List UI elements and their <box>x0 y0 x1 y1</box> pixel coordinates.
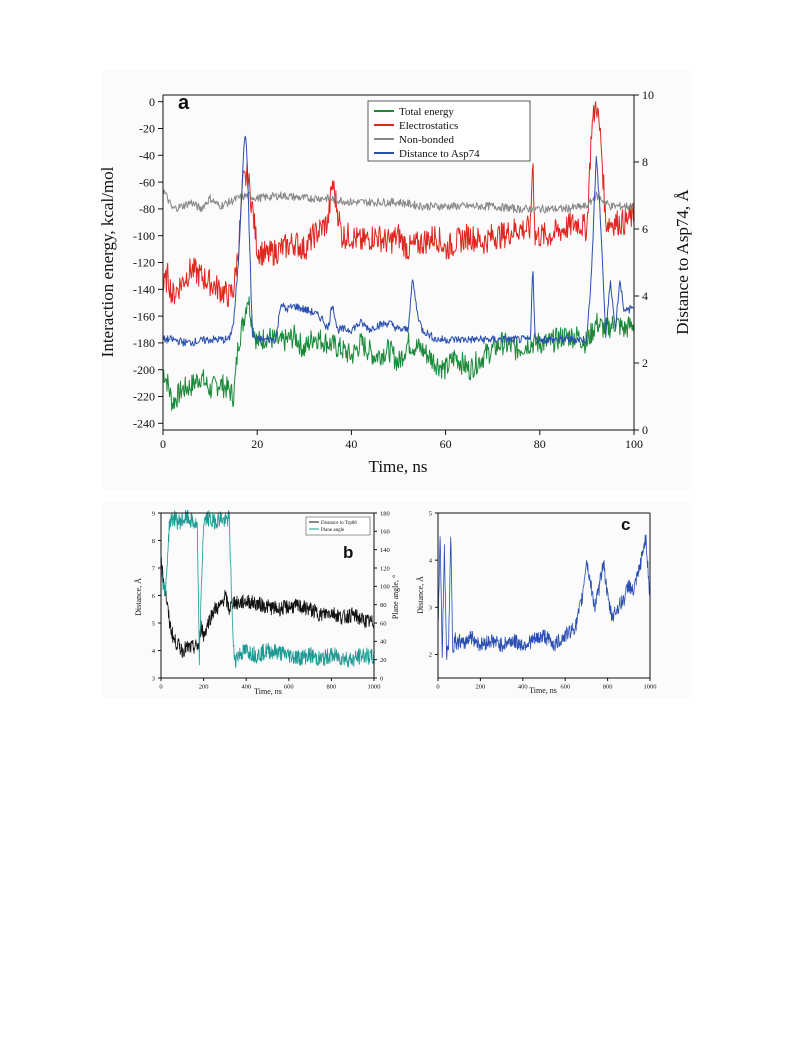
b-series-line-1 <box>160 557 375 658</box>
panel-a-legend-label: Electrostatics <box>399 120 458 132</box>
b-y-tick-label: 8 <box>152 538 155 545</box>
panel-a-legend: Total energy Electrostatics Non-bonded Dist… <box>367 100 531 162</box>
b-y2-tick-label: 160 <box>380 529 390 536</box>
b-x-tick-label: 1000 <box>368 684 381 691</box>
panel-b-legend-label: Plane angle <box>321 528 345 533</box>
b-y-tick-label: 3 <box>152 675 155 682</box>
panel-a-series <box>162 101 635 411</box>
panel-c-axes: 0 200 400 600 800 1000 2 3 4 5 <box>429 510 657 690</box>
c-x-tick-label: 200 <box>476 684 486 691</box>
a-y-tick-label: -140 <box>133 283 155 297</box>
panel-a-legend-label: Total energy <box>399 106 454 118</box>
a-y-tick-label: -60 <box>139 175 155 189</box>
panel-a-y-axis-label: Interaction energy, kcal/mol <box>98 166 117 357</box>
a-x-tick-label: 80 <box>534 437 546 451</box>
panel-a-legend-label: Distance to Asp74 <box>399 148 480 160</box>
b-series-line-2 <box>160 509 375 669</box>
a-y-tick-label: -180 <box>133 336 155 350</box>
a-x-tick-label: 40 <box>345 437 357 451</box>
b-y2-tick-label: 140 <box>380 547 390 554</box>
a-y-tick-label: -220 <box>133 390 155 404</box>
b-y-tick-label: 6 <box>152 593 156 600</box>
a-x-tick-label: 60 <box>440 437 452 451</box>
a-y2-tick-label: 0 <box>642 423 648 437</box>
a-y-tick-label: -100 <box>133 229 155 243</box>
c-x-tick-label: 800 <box>603 684 613 691</box>
c-series-line-1 <box>437 534 651 660</box>
b-x-tick-label: 400 <box>241 684 251 691</box>
b-y2-tick-label: 0 <box>380 675 383 682</box>
panel-a-axes: 0 20 40 60 80 1000-20-40-60-80-100-120-140-16… <box>133 88 654 451</box>
b-y-tick-label: 9 <box>152 510 155 517</box>
a-y2-tick-label: 10 <box>642 88 654 102</box>
panel-b-y-axis-label: Distance, Å <box>134 578 143 616</box>
a-series-line-1 <box>162 296 635 411</box>
b-x-tick-label: 0 <box>159 684 162 691</box>
panel-c-letter: c <box>621 515 630 534</box>
a-y-tick-label: -80 <box>139 202 155 216</box>
panel-b-legend-box <box>305 516 371 536</box>
b-y2-tick-label: 20 <box>380 657 387 664</box>
c-x-tick-label: 600 <box>560 684 570 691</box>
panel-c: 0 200 400 600 800 1000 2 3 4 5 c Time, ns Distanc… <box>416 510 657 695</box>
b-y-tick-label: 7 <box>152 565 156 572</box>
a-x-tick-label: 0 <box>160 437 166 451</box>
panel-a-legend-label: Non-bonded <box>399 134 454 146</box>
panel-c-series <box>437 534 651 660</box>
a-x-tick-label: 20 <box>251 437 263 451</box>
a-y2-tick-label: 6 <box>642 222 648 236</box>
c-x-tick-label: 1000 <box>644 684 657 691</box>
panel-b-x-axis-label: Time, ns <box>254 687 282 696</box>
panel-a-legend-box <box>367 100 531 162</box>
panel-c-x-axis-label: Time, ns <box>529 686 557 695</box>
c-x-tick-label: 400 <box>518 684 528 691</box>
c-y-tick-label: 2 <box>429 652 432 659</box>
a-y-tick-label: -160 <box>133 309 155 323</box>
a-y-tick-label: -20 <box>139 122 155 136</box>
a-y-tick-label: -200 <box>133 363 155 377</box>
a-series-line-4 <box>162 135 635 347</box>
panel-a: 0 20 40 60 80 1000-20-40-60-80-100-120-140-16… <box>98 88 692 476</box>
a-x-tick-label: 100 <box>625 437 643 451</box>
panel-b-series <box>160 509 375 669</box>
a-y-tick-label: -120 <box>133 256 155 270</box>
c-y-tick-label: 3 <box>429 605 432 612</box>
b-y2-tick-label: 120 <box>380 565 390 572</box>
a-y-tick-label: -240 <box>133 417 155 431</box>
a-y2-tick-label: 8 <box>642 155 648 169</box>
panel-c-y-axis-label: Distance, Å <box>416 576 425 614</box>
a-y-tick-label: -40 <box>139 149 155 163</box>
b-y2-tick-label: 180 <box>380 510 390 517</box>
b-x-tick-label: 200 <box>199 684 209 691</box>
a-y2-tick-label: 4 <box>642 289 648 303</box>
panel-b-axes: 0 200 400 600 800 1000 3 4 5 6 7 8 9 0 20 40 60 80 100 120 1… <box>152 510 390 690</box>
b-x-tick-label: 800 <box>327 684 337 691</box>
b-y2-tick-label: 100 <box>380 584 390 591</box>
b-y2-tick-label: 40 <box>380 639 387 646</box>
b-y-tick-label: 5 <box>152 620 155 627</box>
b-y2-tick-label: 80 <box>380 602 387 609</box>
panel-b-legend: Distance to Trp86 Plane angle <box>305 516 371 536</box>
b-y2-tick-label: 60 <box>380 620 387 627</box>
panel-b-letter: b <box>343 543 353 562</box>
panel-a-x-axis-label: Time, ns <box>369 457 428 476</box>
c-y-tick-label: 5 <box>429 510 432 517</box>
panel-a-letter: a <box>178 92 190 114</box>
panel-b: 0 200 400 600 800 1000 3 4 5 6 7 8 9 0 20 40 60 80 100 120 1… <box>134 509 400 696</box>
c-y-tick-label: 4 <box>429 557 433 564</box>
panel-b-y2-axis-label: Plane angle, ° <box>391 575 400 619</box>
c-x-tick-label: 0 <box>436 684 439 691</box>
b-y-tick-label: 4 <box>152 648 156 655</box>
b-x-tick-label: 600 <box>284 684 294 691</box>
panel-b-legend-label: Distance to Trp86 <box>321 521 357 526</box>
panel-a-y2-axis-label: Distance to Asp74, Å <box>673 189 692 335</box>
a-y2-tick-label: 2 <box>642 356 648 370</box>
a-y-tick-label: 0 <box>149 95 155 109</box>
